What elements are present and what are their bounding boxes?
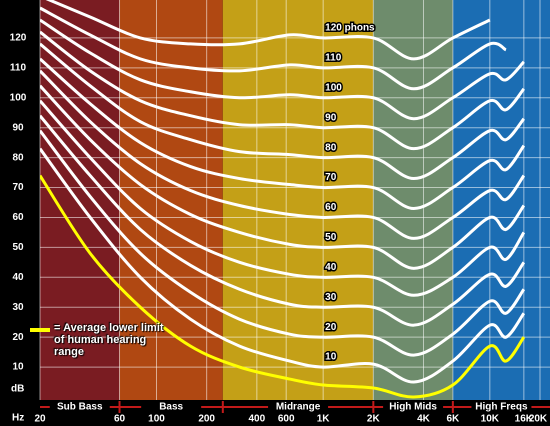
x-tick-label: 20 — [34, 414, 46, 425]
y-tick-label: 30 — [12, 302, 24, 313]
y-tick-label: 110 — [10, 62, 27, 73]
phon-curve — [40, 42, 526, 181]
threshold-curve — [40, 174, 526, 399]
phon-label: 10 — [325, 352, 337, 363]
band — [222, 0, 374, 400]
band-label-bg — [471, 401, 532, 413]
x-tick-label: 16K — [515, 414, 534, 425]
phon-label: 30 — [325, 292, 337, 303]
grid — [39, 0, 550, 400]
band-label-bg — [383, 401, 444, 413]
phon-curve — [45, 0, 491, 61]
x-tick-label: 20K — [529, 414, 548, 425]
y-axis-label: dB — [11, 384, 24, 395]
band — [40, 0, 120, 400]
y-tick-label: 90 — [12, 122, 24, 133]
x-tick-label: 6K — [446, 414, 460, 425]
axis: Sub Bass Bass Midrange High Mids High Freqs1… — [10, 21, 550, 425]
x-tick-label: 60 — [114, 414, 126, 425]
band-label-bg — [268, 401, 329, 413]
y-tick-label: 70 — [12, 182, 24, 193]
phon-curve — [40, 84, 526, 270]
y-tick-label: 60 — [12, 212, 24, 223]
band-label-bg — [141, 401, 202, 413]
phon-label: 40 — [325, 262, 337, 273]
y-tick-label: 80 — [12, 152, 24, 163]
phon-curve — [40, 99, 526, 297]
x-tick-label: 200 — [198, 414, 215, 425]
band-label: Sub Bass — [57, 402, 103, 413]
y-tick-label: 40 — [12, 272, 24, 283]
band-label: Bass — [159, 402, 183, 413]
curves — [40, 0, 526, 399]
phon-curve — [40, 30, 526, 151]
phon-curve — [40, 147, 526, 384]
band-label: High Freqs — [475, 402, 528, 413]
phon-label: 60 — [325, 202, 337, 213]
phon-curve — [40, 18, 525, 121]
phon-curve — [40, 57, 526, 210]
y-tick-label: 10 — [12, 362, 24, 373]
y-tick-label: 100 — [10, 92, 27, 103]
band-label-bg — [49, 401, 110, 413]
phon-label: 50 — [325, 232, 337, 243]
legend-text: = Average lower limit of human hearing r… — [54, 322, 164, 358]
phon-label: 20 — [325, 322, 337, 333]
phon-curve — [40, 6, 507, 91]
x-axis-label: Hz — [12, 413, 24, 424]
band-label: High Mids — [389, 402, 437, 413]
x-tick-label: 10K — [481, 414, 500, 425]
x-tick-label: 2K — [367, 414, 381, 425]
band — [373, 0, 453, 400]
x-tick-label: 1K — [317, 414, 331, 425]
x-tick-label: 400 — [248, 414, 265, 425]
phon-label: 100 — [325, 82, 342, 93]
phon-curve — [40, 114, 526, 327]
phon-label: 120 phons — [325, 23, 375, 34]
phon-label: 70 — [325, 172, 337, 183]
x-tick-label: 600 — [278, 414, 295, 425]
band — [452, 0, 550, 400]
x-tick-label: 4K — [417, 414, 431, 425]
phon-curve — [40, 69, 526, 240]
phon-label: 80 — [325, 142, 337, 153]
phon-label: 110 — [325, 52, 342, 63]
phon-curve — [40, 129, 526, 357]
y-tick-label: 50 — [12, 242, 24, 253]
y-tick-label: 20 — [12, 332, 24, 343]
phon-label: 90 — [325, 112, 337, 123]
y-tick-label: 120 — [10, 33, 27, 44]
x-tick-label: 100 — [148, 414, 165, 425]
band-label: Midrange — [276, 402, 321, 413]
